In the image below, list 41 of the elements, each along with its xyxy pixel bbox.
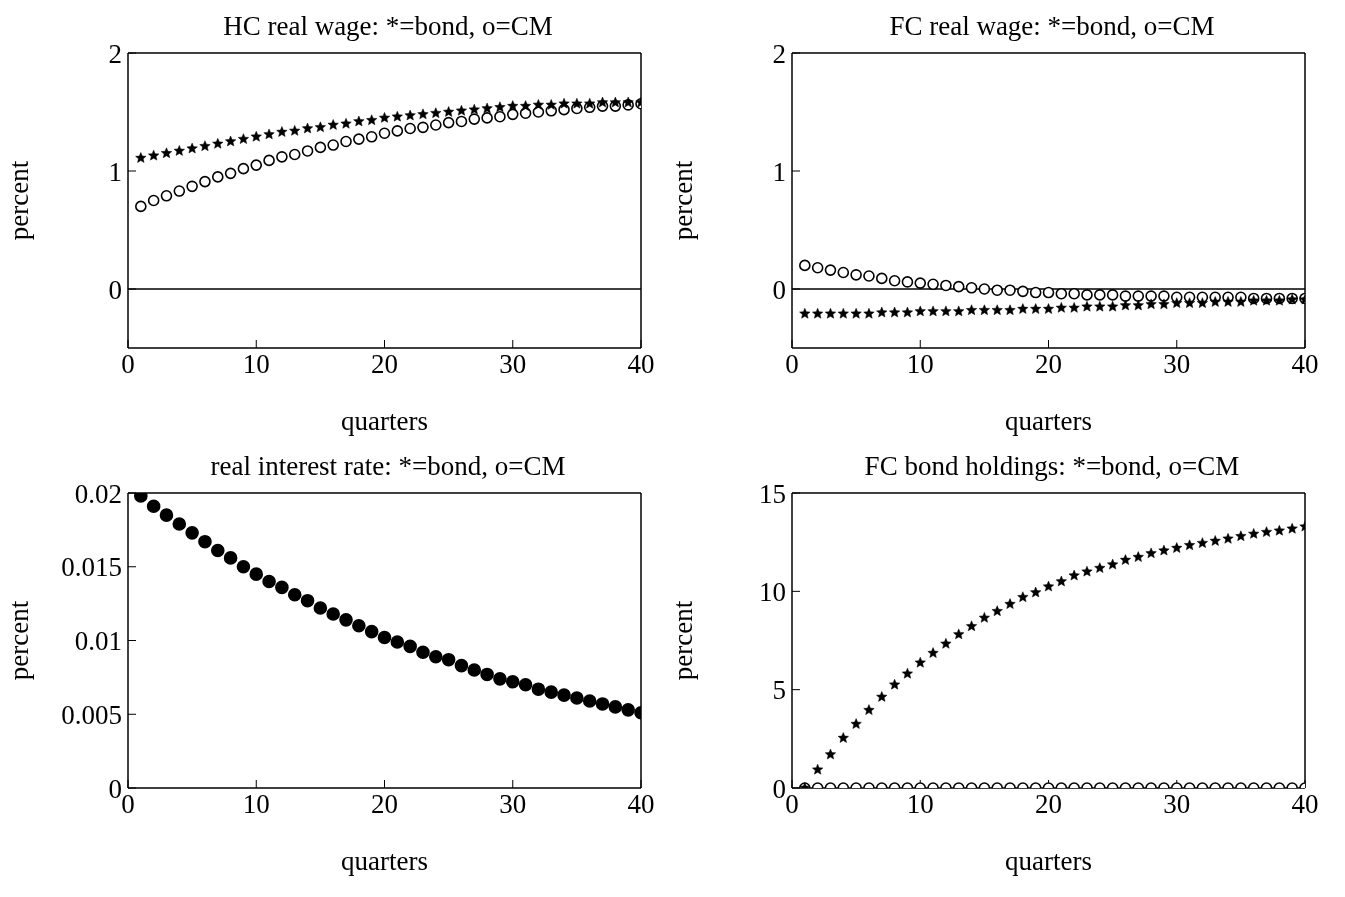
x-tick-label: 40	[1291, 349, 1319, 380]
x-axis-title: quarters	[341, 406, 428, 436]
y-tick-label: 1	[108, 156, 122, 187]
x-tick-label: 30	[1163, 349, 1191, 380]
x-tick-label: 40	[627, 349, 655, 380]
y-axis-title: percent	[3, 160, 34, 241]
x-tick-label: 10	[242, 789, 270, 820]
x-tick-label: 30	[499, 349, 527, 380]
y-tick-label: 2	[772, 38, 786, 69]
chart-title: FC real wage: *=bond, o=CM	[889, 11, 1215, 41]
x-tick-label: 40	[627, 789, 655, 820]
y-tick-label: 0	[772, 274, 786, 305]
x-tick-label: 30	[1163, 789, 1191, 820]
x-axis-title: quarters	[1005, 846, 1092, 876]
x-tick-label: 30	[499, 789, 527, 820]
x-tick-label: 20	[371, 789, 398, 820]
y-axis-title: percent	[3, 600, 34, 681]
y-tick-label: 0.01	[74, 626, 122, 657]
x-tick-label: 10	[906, 349, 934, 380]
chart-title: HC real wage: *=bond, o=CM	[223, 11, 553, 41]
x-tick-label: 10	[906, 789, 934, 820]
y-tick-label: 15	[759, 478, 786, 509]
y-tick-label: 0.02	[74, 478, 122, 509]
x-tick-label: 20	[371, 349, 398, 380]
chart-title: FC bond holdings: *=bond, o=CM	[864, 451, 1240, 481]
y-axis-title: percent	[667, 160, 698, 241]
y-axis-title: percent	[667, 600, 698, 681]
y-tick-label: 10	[759, 576, 786, 607]
x-axis-title: quarters	[341, 846, 428, 876]
x-axis-title: quarters	[1005, 406, 1092, 436]
y-tick-label: 0.015	[61, 552, 122, 583]
y-tick-label: 0	[108, 274, 122, 305]
y-tick-label: 1	[772, 156, 786, 187]
x-tick-label: 20	[1035, 789, 1062, 820]
y-tick-label: 5	[772, 675, 786, 706]
x-tick-label: 40	[1291, 789, 1319, 820]
y-tick-label: 0.005	[61, 699, 122, 730]
chart-title: real interest rate: *=bond, o=CM	[210, 451, 566, 481]
x-tick-label: 20	[1035, 349, 1062, 380]
y-tick-label: 2	[108, 38, 122, 69]
x-tick-label: 10	[242, 349, 270, 380]
